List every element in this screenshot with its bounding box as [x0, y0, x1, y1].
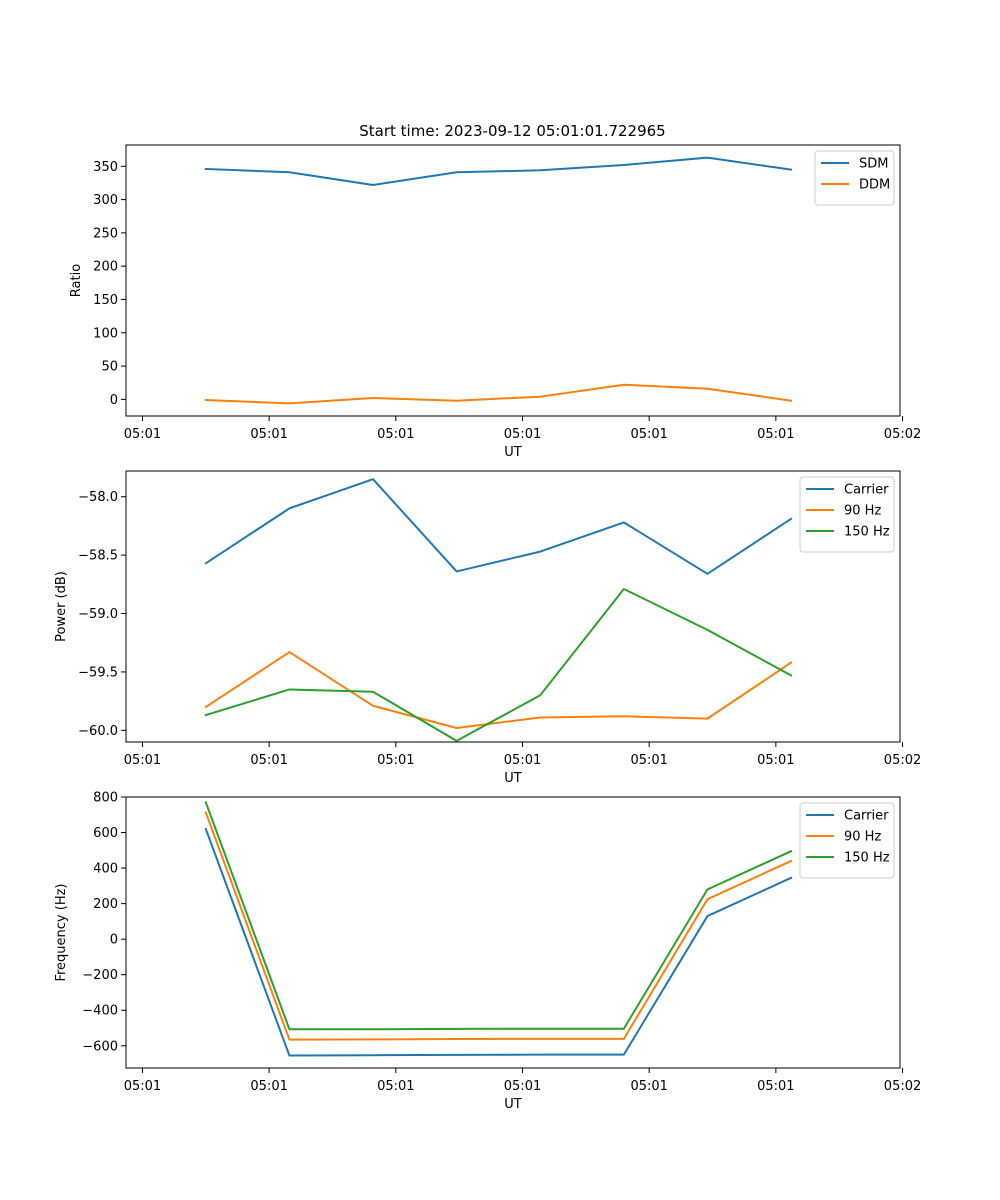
chart-1-x-tick-label: 05:01	[124, 427, 161, 442]
chart-3-y-tick-label: −200	[82, 968, 118, 983]
chart-3-x-tick-label: 05:01	[250, 1079, 287, 1094]
chart-1-x-tick-label: 05:02	[884, 427, 921, 442]
chart-2-x-tick-label: 05:01	[377, 753, 414, 768]
chart-2-legend-label: 150 Hz	[844, 525, 890, 540]
chart-2-y-axis-label: Power (dB)	[54, 571, 69, 642]
chart-1-axes-frame	[125, 144, 901, 417]
chart-2-y-tick-label: −59.5	[78, 665, 118, 680]
chart-2-series-90-hz-line	[204, 651, 793, 729]
chart-2-legend: Carrier 90 Hz 150 Hz	[799, 476, 895, 553]
chart-2-legend-box	[799, 476, 895, 553]
chart-3-legend: Carrier 90 Hz 150 Hz	[799, 802, 895, 879]
chart-3-y-tick-label: 200	[93, 897, 118, 912]
chart-3: 05:01 05:01 05:01 05:01 05:01 05:01 05:02 800 60…	[54, 791, 921, 1113]
chart-1-x-tick-label: 05:01	[757, 427, 794, 442]
chart-1-legend: SDM DDM	[814, 150, 895, 206]
chart-3-x-tick-label: 05:01	[377, 1079, 414, 1094]
chart-1-series-sdm-line	[204, 156, 793, 186]
chart-3-axes-frame	[125, 796, 901, 1069]
chart-3-legend-box	[799, 802, 895, 879]
chart-2-y-tick-label: −59.0	[78, 607, 118, 622]
chart-2-y-tick-label: −60.0	[78, 724, 118, 739]
chart-2-x-tick-label: 05:01	[124, 753, 161, 768]
chart-2-axes-frame	[125, 470, 901, 743]
charts: 05:01 05:01 05:01 05:01 05:01 05:01 05:02 0 50 10…	[54, 144, 921, 1113]
chart-3-legend-label: 90 Hz	[844, 830, 881, 845]
chart-3-x-tick-label: 05:01	[757, 1079, 794, 1094]
chart-1-legend-label: SDM	[859, 157, 888, 172]
chart-1-x-tick-label: 05:01	[504, 427, 541, 442]
chart-1-series-ddm-line	[204, 383, 793, 405]
chart-3-series-90-hz-line	[204, 811, 793, 1041]
chart-1-y-axis-label: Ratio	[69, 264, 84, 297]
chart-3-legend-label: 150 Hz	[844, 851, 890, 866]
chart-2-legend-label: Carrier	[844, 483, 889, 498]
chart-1-x-tick-label: 05:01	[377, 427, 414, 442]
chart-3-x-tick-label: 05:02	[884, 1079, 921, 1094]
chart-3-y-tick-label: 600	[93, 826, 118, 841]
chart-1-legend-box	[814, 150, 895, 206]
chart-2-x-tick-label: 05:01	[757, 753, 794, 768]
chart-2-legend-label: 90 Hz	[844, 504, 881, 519]
chart-3-x-tick-label: 05:01	[124, 1079, 161, 1094]
chart-2-x-tick-label: 05:01	[250, 753, 287, 768]
chart-1-y-tick-label: 50	[101, 360, 118, 375]
chart-2: 05:01 05:01 05:01 05:01 05:01 05:01 05:02 −58.0…	[54, 470, 921, 786]
chart-3-series-150-hz-line	[204, 801, 793, 1031]
chart-1-y-tick-label: 200	[93, 260, 118, 275]
chart-3-y-tick-label: −400	[82, 1004, 118, 1019]
chart-3-x-tick-label: 05:01	[504, 1079, 541, 1094]
chart-1-y-tick-label: 250	[93, 226, 118, 241]
chart-3-series-carrier-line	[204, 827, 793, 1057]
chart-3-y-tick-label: 400	[93, 862, 118, 877]
chart-1-y-tick-label: 100	[93, 326, 118, 341]
chart-2-series-150-hz-line	[204, 587, 793, 742]
chart-3-y-tick-label: −600	[82, 1039, 118, 1054]
chart-2-y-tick-label: −58.5	[78, 549, 118, 564]
chart-3-x-axis-label: UT	[504, 1097, 522, 1112]
chart-1-y-tick-label: 0	[110, 393, 118, 408]
chart-2-x-tick-label: 05:01	[630, 753, 667, 768]
chart-1-x-tick-label: 05:01	[250, 427, 287, 442]
chart-1: 05:01 05:01 05:01 05:01 05:01 05:01 05:02 0 50 10…	[69, 144, 921, 460]
chart-1-x-axis-label: UT	[504, 445, 522, 460]
chart-3-legend-label: Carrier	[844, 809, 889, 824]
chart-1-legend-label: DDM	[859, 178, 890, 193]
chart-3-x-tick-label: 05:01	[630, 1079, 667, 1094]
chart-2-x-tick-label: 05:02	[884, 753, 921, 768]
chart-2-x-axis-label: UT	[504, 771, 522, 786]
chart-2-y-tick-label: −58.0	[78, 490, 118, 505]
chart-2-series-carrier-line	[204, 478, 793, 575]
figure-title: Start time: 2023-09-12 05:01:01.722965	[359, 122, 665, 140]
chart-1-y-tick-label: 350	[93, 160, 118, 175]
chart-3-y-tick-label: 0	[110, 933, 118, 948]
chart-3-y-axis-label: Frequency (Hz)	[54, 883, 69, 981]
chart-1-y-tick-label: 300	[93, 193, 118, 208]
chart-1-x-tick-label: 05:01	[630, 427, 667, 442]
chart-2-x-tick-label: 05:01	[504, 753, 541, 768]
chart-1-y-tick-label: 150	[93, 293, 118, 308]
chart-3-y-tick-label: 800	[93, 791, 118, 806]
